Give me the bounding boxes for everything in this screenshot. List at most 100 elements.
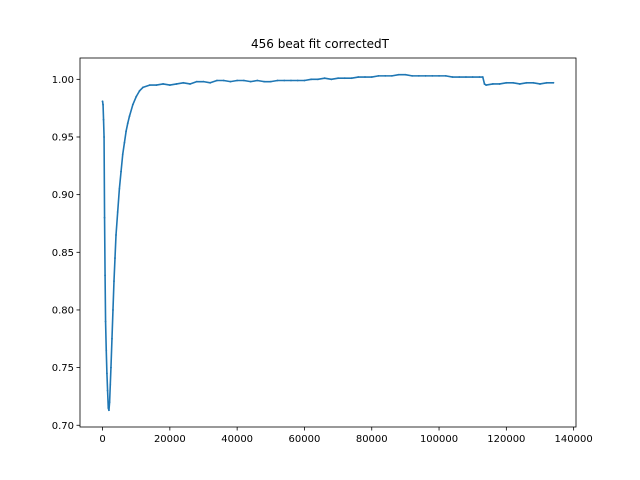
data-point bbox=[296, 79, 299, 82]
data-point bbox=[108, 401, 111, 404]
data-point bbox=[364, 76, 366, 78]
data-point bbox=[471, 76, 474, 78]
data-point bbox=[458, 76, 461, 78]
y-axis: 0.70 0.75 0.80 0.85 0.90 0.95 1.00 bbox=[52, 75, 80, 432]
data-point bbox=[135, 95, 138, 98]
data-point bbox=[498, 83, 501, 85]
data-point bbox=[451, 76, 454, 78]
x-tick-label: 140000 bbox=[555, 434, 593, 445]
y-tick-label: 0.85 bbox=[52, 248, 74, 259]
data-point bbox=[112, 309, 114, 311]
data-point bbox=[123, 141, 126, 144]
series-markers-0 bbox=[101, 73, 555, 412]
data-point bbox=[209, 81, 212, 84]
x-tick-label: 80000 bbox=[356, 434, 388, 445]
data-point bbox=[343, 77, 346, 80]
data-point bbox=[195, 80, 198, 83]
data-point bbox=[138, 89, 141, 92]
chart-title: 456 beat fit correctedT bbox=[251, 37, 390, 51]
data-point bbox=[357, 76, 360, 78]
x-tick-label: 40000 bbox=[221, 434, 253, 445]
data-point bbox=[125, 130, 127, 133]
data-point bbox=[303, 79, 306, 82]
data-point bbox=[397, 73, 400, 76]
data-point bbox=[103, 136, 105, 138]
data-point bbox=[155, 84, 158, 86]
data-point bbox=[249, 80, 252, 83]
data-point bbox=[483, 83, 486, 85]
data-point bbox=[103, 216, 106, 219]
data-point bbox=[168, 84, 171, 86]
data-point bbox=[370, 76, 373, 78]
data-point bbox=[106, 372, 108, 375]
data-point bbox=[242, 79, 245, 82]
data-point bbox=[525, 81, 528, 84]
data-point bbox=[539, 83, 541, 85]
data-point bbox=[126, 122, 129, 125]
data-point bbox=[142, 86, 144, 89]
data-point bbox=[350, 77, 353, 80]
data-point bbox=[411, 74, 414, 77]
y-tick-label: 0.70 bbox=[52, 421, 74, 432]
plot-frame bbox=[79, 57, 577, 428]
data-point bbox=[317, 78, 319, 81]
data-point bbox=[283, 79, 286, 82]
y-tick-label: 1.00 bbox=[52, 75, 74, 86]
data-point bbox=[256, 79, 259, 82]
data-point bbox=[236, 79, 239, 82]
data-point bbox=[104, 274, 106, 277]
data-point bbox=[424, 74, 427, 77]
data-point bbox=[116, 211, 119, 213]
y-tick-label: 0.95 bbox=[52, 132, 74, 143]
data-point bbox=[465, 76, 467, 78]
data-point bbox=[108, 409, 110, 412]
data-point bbox=[110, 366, 112, 369]
x-tick-label: 60000 bbox=[289, 434, 321, 445]
data-point bbox=[478, 76, 481, 78]
data-point bbox=[189, 83, 191, 85]
series-layer bbox=[101, 73, 555, 412]
data-point bbox=[518, 83, 521, 85]
data-point bbox=[105, 349, 108, 352]
data-point bbox=[118, 187, 121, 190]
data-point bbox=[384, 74, 387, 77]
data-point bbox=[113, 280, 115, 283]
y-tick-label: 0.80 bbox=[52, 305, 74, 316]
x-tick-label: 0 bbox=[99, 434, 105, 445]
data-point bbox=[290, 79, 292, 82]
data-point bbox=[131, 103, 134, 106]
y-tick-label: 0.75 bbox=[52, 363, 74, 374]
data-point bbox=[532, 81, 535, 84]
data-point bbox=[404, 73, 407, 76]
data-point bbox=[229, 80, 232, 83]
data-point bbox=[438, 74, 440, 77]
data-point bbox=[505, 81, 508, 84]
data-point bbox=[114, 257, 116, 259]
data-point bbox=[102, 118, 105, 121]
data-point bbox=[491, 83, 494, 85]
data-point bbox=[377, 74, 380, 77]
data-point bbox=[485, 84, 488, 86]
data-point bbox=[391, 74, 393, 77]
data-point bbox=[276, 79, 279, 82]
data-point bbox=[175, 83, 178, 85]
data-point bbox=[101, 100, 104, 103]
data-point bbox=[107, 407, 110, 409]
y-tick-label: 0.90 bbox=[52, 190, 74, 201]
data-point bbox=[128, 115, 131, 118]
data-point bbox=[162, 83, 165, 85]
data-point bbox=[121, 153, 124, 156]
data-point bbox=[120, 170, 122, 173]
data-point bbox=[552, 81, 555, 84]
data-point bbox=[104, 320, 107, 323]
data-point bbox=[512, 81, 514, 84]
data-point bbox=[444, 74, 447, 77]
data-point bbox=[102, 103, 104, 106]
data-point bbox=[417, 74, 420, 77]
data-point bbox=[182, 81, 185, 84]
data-point bbox=[545, 81, 548, 84]
data-point bbox=[263, 80, 265, 83]
data-point bbox=[111, 337, 113, 340]
